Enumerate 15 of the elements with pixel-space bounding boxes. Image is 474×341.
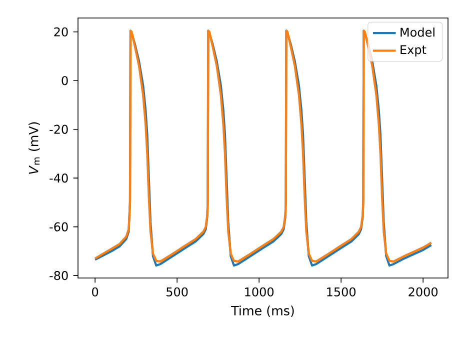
x-tick-label: 0	[92, 287, 98, 296]
legend-label: Model	[400, 27, 434, 37]
y-tick-label: 20	[54, 27, 68, 36]
y-tick-label: -40	[50, 174, 68, 183]
y-tick-label: -80	[50, 271, 68, 280]
x-tick-label: 1000	[245, 287, 274, 296]
x-axis-title: Time (ms)	[231, 306, 294, 317]
x-tick-label: 500	[166, 287, 188, 296]
legend-label: Expt	[400, 45, 426, 57]
x-tick-label: 1500	[327, 287, 356, 296]
y-tick-label: 0	[62, 76, 68, 86]
y-axis-title: V$_{m}$ (mV)	[28, 122, 40, 174]
x-tick-label: 2000	[408, 287, 438, 296]
y-tick-label: -60	[50, 222, 68, 232]
y-tick-label: -20	[50, 124, 68, 134]
